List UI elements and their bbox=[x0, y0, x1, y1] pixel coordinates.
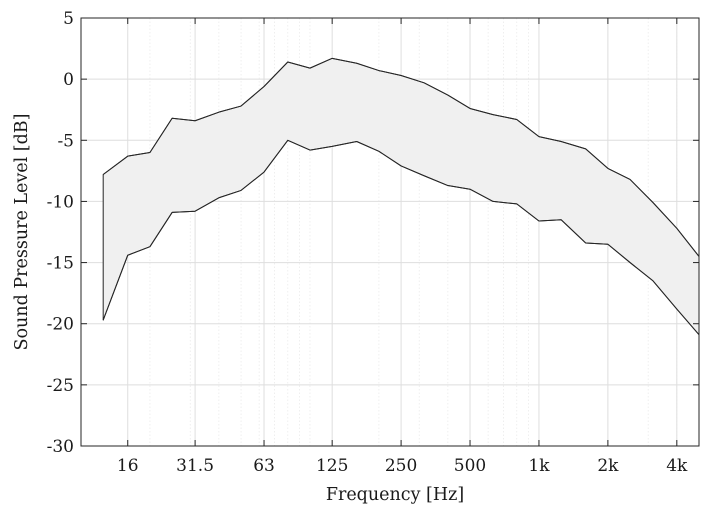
x-axis-ticks: 16 31.5 63 125 250 500 1k 2k 4k bbox=[117, 18, 688, 476]
x-tick-label: 63 bbox=[253, 456, 275, 476]
upper-bound-line bbox=[102, 57, 700, 257]
y-axis-ticks: 5 0 -5 -10 -15 -20 -25 -30 bbox=[47, 9, 699, 457]
y-tick-label: -15 bbox=[47, 254, 74, 274]
y-tick-label: 5 bbox=[63, 9, 74, 29]
plot-frame bbox=[80, 17, 700, 447]
y-tick-label: -5 bbox=[57, 131, 74, 151]
axes-box bbox=[80, 17, 700, 447]
y-tick-label: -10 bbox=[47, 192, 74, 212]
x-axis-label: Frequency [Hz] bbox=[326, 485, 464, 505]
x-tick-label: 1k bbox=[528, 456, 550, 476]
y-tick-label: -30 bbox=[47, 437, 74, 457]
y-axis-label: Sound Pressure Level [dB] bbox=[12, 114, 32, 351]
y-tick-label: -25 bbox=[47, 376, 74, 396]
y-tick-label: 0 bbox=[63, 70, 74, 90]
y-tick-label: -20 bbox=[47, 315, 74, 335]
x-tick-label: 250 bbox=[385, 456, 417, 476]
x-tick-label: 16 bbox=[117, 456, 139, 476]
x-tick-label: 4k bbox=[666, 456, 688, 476]
x-tick-label: 125 bbox=[316, 456, 348, 476]
x-tick-label: 2k bbox=[597, 456, 619, 476]
lower-bound-line bbox=[102, 139, 700, 336]
x-tick-label: 500 bbox=[454, 456, 486, 476]
x-tick-label: 31.5 bbox=[176, 456, 214, 476]
